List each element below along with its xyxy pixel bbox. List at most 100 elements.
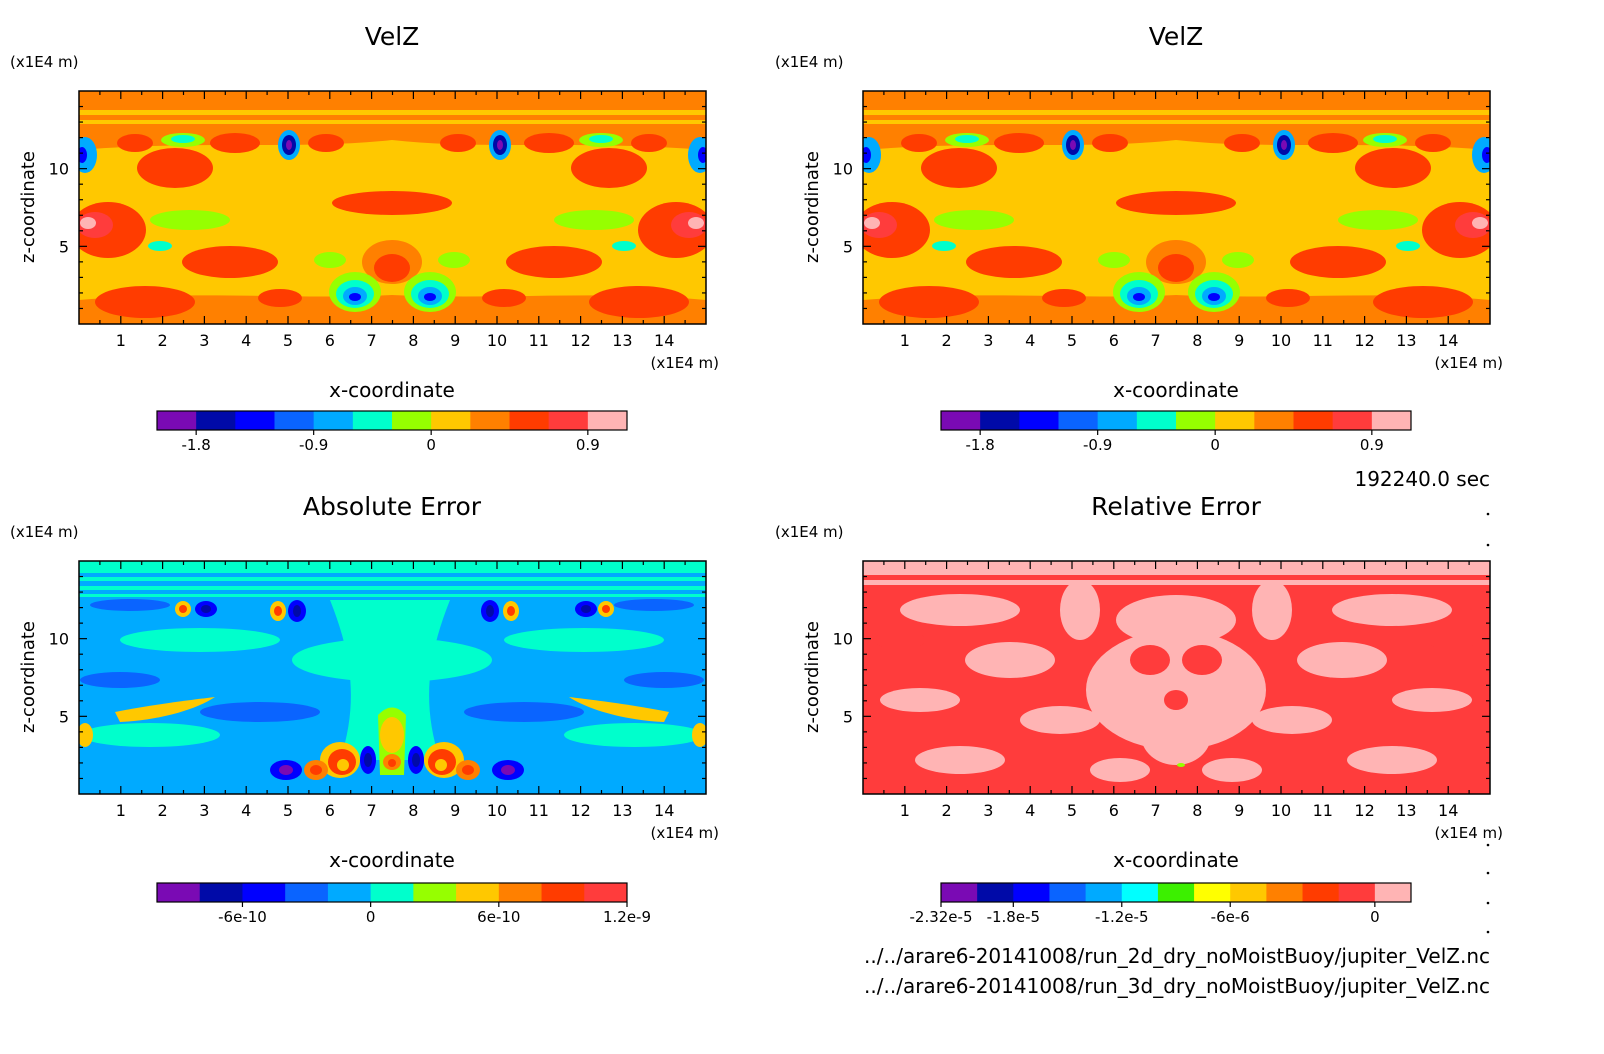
- x-axis-label: x-coordinate: [329, 848, 455, 872]
- colorbar-swatch: [235, 411, 275, 430]
- colorbar-swatch: [392, 411, 432, 430]
- colorbar-swatch: [1085, 883, 1123, 902]
- panel-title: Absolute Error: [303, 492, 482, 521]
- x-tick-label: 6: [1109, 331, 1119, 350]
- colorbar-swatch: [413, 883, 457, 902]
- x-tick-label: 2: [942, 331, 952, 350]
- colorbar-tick-label: -6e-6: [1211, 908, 1250, 926]
- x-tick-label: 6: [325, 331, 335, 350]
- y-tick-label: 10: [49, 160, 69, 179]
- colorbar: -6e-10 0 6e-10 1.2e-9: [156, 882, 651, 926]
- colorbar: -2.32e-5 -1.8e-5 -1.2e-5 -6e-6 0: [910, 882, 1412, 926]
- x-tick-label: 8: [1192, 801, 1202, 820]
- x-tick-label: 11: [1313, 331, 1333, 350]
- panel-velz-right: VelZ (x1E4 m): [775, 22, 1503, 454]
- colorbar-swatch: [470, 411, 510, 430]
- colorbar-swatch: [1215, 411, 1255, 430]
- x-tick-label: 2: [942, 801, 952, 820]
- x-tick-label: 8: [408, 331, 418, 350]
- x-tick-label: 11: [529, 331, 549, 350]
- colorbar-swatch: [941, 411, 981, 430]
- panel-title: VelZ: [365, 22, 420, 51]
- x-tick-label: 9: [450, 801, 460, 820]
- x-tick-label: 5: [1067, 801, 1077, 820]
- colorbar-tick-label: -6e-10: [218, 908, 267, 926]
- y-axis-label: z-coordinate: [18, 621, 39, 733]
- colorbar-swatch: [498, 883, 543, 902]
- x-tick-label: 3: [199, 331, 209, 350]
- colorbar-swatch: [1019, 411, 1059, 430]
- x-tick-label: 10: [487, 331, 507, 350]
- x-tick-label: 14: [654, 331, 674, 350]
- colorbar-swatch: [584, 883, 628, 902]
- colorbar-tick-label: 0: [1210, 436, 1220, 454]
- x-tick-label: 6: [1109, 801, 1119, 820]
- colorbar-tick-label: -0.9: [299, 436, 328, 454]
- x-tick-label: 1: [900, 331, 910, 350]
- colorbar-swatch: [327, 883, 372, 902]
- y-tick-label: 5: [843, 707, 853, 726]
- x-tick-label: 10: [487, 801, 507, 820]
- y-unit-label: (x1E4 m): [775, 523, 844, 541]
- colorbar-swatch: [1371, 411, 1412, 430]
- colorbar-swatch: [1293, 411, 1334, 430]
- x-tick-label: 4: [241, 801, 251, 820]
- time-label: 192240.0 sec: [1354, 467, 1490, 491]
- colorbar-tick-label: 0: [426, 436, 436, 454]
- x-tick-label: 3: [983, 801, 993, 820]
- x-tick-label: 2: [158, 801, 168, 820]
- x-tick-label: 9: [1234, 801, 1244, 820]
- colorbar-swatch: [548, 411, 589, 430]
- y-axis-label: z-coordinate: [18, 151, 39, 263]
- colorbar-swatch: [431, 411, 471, 430]
- colorbar-tick-label: 0.9: [576, 436, 600, 454]
- y-tick-label: 5: [59, 237, 69, 256]
- colorbar-swatch: [196, 411, 236, 430]
- colorbar-swatch: [242, 883, 286, 902]
- x-tick-label: 5: [283, 331, 293, 350]
- y-axis: 5 10: [833, 575, 1490, 780]
- x-tick-label: 12: [1354, 331, 1374, 350]
- x-tick-label: 5: [1067, 331, 1077, 350]
- colorbar-swatch: [1013, 883, 1050, 902]
- y-axis: 5 10: [49, 575, 706, 780]
- x-tick-label: 4: [1025, 801, 1035, 820]
- colorbar-tick-label: 0: [366, 908, 376, 926]
- colorbar: -1.8 -0.9 0 0.9: [156, 410, 628, 454]
- panel-absolute-error: Absolute Error (x1E4 m): [10, 492, 719, 926]
- colorbar-swatch: [274, 411, 315, 430]
- x-tick-label: 9: [450, 331, 460, 350]
- x-tick-label: 10: [1271, 801, 1291, 820]
- x-axis: 1 2 3 4 5 6 7 8 9 10 11 12 13 14: [883, 91, 1470, 350]
- x-tick-label: 14: [1438, 331, 1458, 350]
- x-tick-label: 11: [1313, 801, 1333, 820]
- x-tick-label: 1: [116, 801, 126, 820]
- colorbar-tick-label: 1.2e-9: [603, 908, 651, 926]
- x-tick-label: 4: [1025, 331, 1035, 350]
- y-axis-label: z-coordinate: [802, 621, 823, 733]
- decorative-dots: [1486, 512, 1490, 934]
- colorbar-swatch: [285, 883, 329, 902]
- x-tick-label: 14: [1438, 801, 1458, 820]
- x-axis: 1 2 3 4 5 6 7 8 9 10 11 12 13 14: [883, 561, 1470, 820]
- contour-field: [863, 91, 1490, 324]
- x-tick-label: 13: [612, 801, 632, 820]
- x-tick-label: 8: [1192, 331, 1202, 350]
- colorbar-swatch: [1194, 883, 1231, 902]
- x-tick-label: 7: [1151, 801, 1161, 820]
- y-tick-label: 10: [833, 630, 853, 649]
- colorbar-swatch: [1157, 883, 1195, 902]
- x-tick-label: 13: [1396, 801, 1416, 820]
- colorbar-swatch: [1338, 883, 1376, 902]
- colorbar-swatch: [1230, 883, 1267, 902]
- x-axis: 1 2 3 4 5 6 7 8 9 10 11 12 13 14: [99, 561, 686, 820]
- colorbar-swatch: [1058, 411, 1099, 430]
- x-tick-label: 1: [116, 331, 126, 350]
- y-unit-label: (x1E4 m): [775, 53, 844, 71]
- colorbar-tick-label: -1.8: [182, 436, 211, 454]
- colorbar-frame: [156, 410, 628, 431]
- x-tick-label: 7: [1151, 331, 1161, 350]
- colorbar-swatch: [1097, 411, 1138, 430]
- x-tick-label: 4: [241, 331, 251, 350]
- x-tick-label: 3: [199, 801, 209, 820]
